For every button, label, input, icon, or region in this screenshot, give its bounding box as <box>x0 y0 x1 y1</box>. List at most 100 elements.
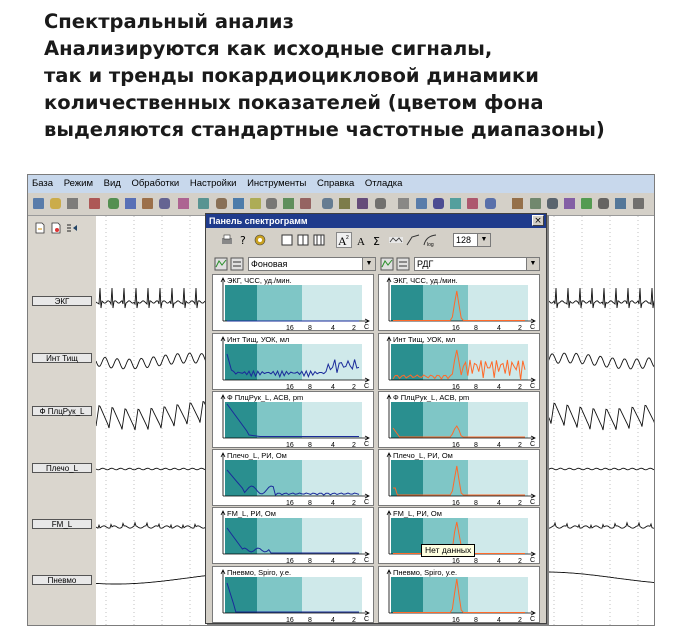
record-icon[interactable] <box>123 196 138 211</box>
spectrum-cell[interactable]: 16 8 4 2 С Ф ПлцРук_L, АСВ, pm <box>378 391 540 448</box>
brush-icon[interactable] <box>579 196 594 211</box>
spectrum-curve <box>393 578 525 613</box>
spectrum-label: ЭКГ, ЧСС, уд./мин. <box>227 276 292 285</box>
table-icon[interactable] <box>528 196 543 211</box>
channel-label-ecg[interactable]: ЭКГ <box>32 296 92 306</box>
preview-icon[interactable] <box>396 196 411 211</box>
menu-item-debug[interactable]: Отладка <box>364 178 403 189</box>
menu-item-help[interactable]: Справка <box>316 178 355 189</box>
svg-text:2: 2 <box>346 235 349 241</box>
left-norm-icon[interactable] <box>230 257 244 271</box>
channel-label-shoulder[interactable]: Плечо_L <box>32 463 92 473</box>
spectrum-cell[interactable]: 16 8 4 2 С Ф ПлцРук_L, АСВ, pm <box>212 391 374 448</box>
search-icon[interactable] <box>176 196 191 211</box>
scale-icon[interactable] <box>264 196 279 211</box>
more-icon[interactable] <box>631 196 646 211</box>
spectrum-label: FM_L, РИ, Ом <box>227 509 276 518</box>
spectrum-cell[interactable]: 16 8 4 2 С Инт Тищ, УОК, мл <box>378 333 540 390</box>
info-icon[interactable] <box>596 196 611 211</box>
cut-icon[interactable] <box>298 196 313 211</box>
spectrum-cell[interactable]: 16 8 4 2 С FM_L, РИ, Ом <box>212 507 374 564</box>
channels-list-icon[interactable] <box>66 222 78 234</box>
text-icon[interactable] <box>355 196 370 211</box>
frequency-band <box>391 344 423 380</box>
frequency-band <box>423 402 468 438</box>
linear-scale-icon[interactable] <box>406 233 420 247</box>
spectrum-cell[interactable]: 16 8 4 2 С Пневмо, Spiro, у.е. <box>378 566 540 623</box>
spectrum-cell[interactable]: 16 8 4 2 С Плечо_L, РИ, Ом <box>378 449 540 506</box>
new-icon[interactable] <box>31 196 46 211</box>
layout-single-icon[interactable] <box>280 233 294 247</box>
menu-item-mode[interactable]: Режим <box>63 178 93 189</box>
log-scale-icon[interactable]: log <box>423 233 437 247</box>
right-mode-icon[interactable] <box>380 257 394 271</box>
play-icon[interactable] <box>140 196 155 211</box>
layout-columns-icon[interactable] <box>296 233 310 247</box>
sum-icon[interactable]: Σ <box>371 233 385 247</box>
spectrum-cell[interactable]: 16 8 4 2 С ЭКГ, ЧСС, уд./мин. <box>212 274 374 331</box>
print-icon[interactable] <box>373 196 388 211</box>
bars-icon[interactable] <box>465 196 480 211</box>
norm-icon[interactable] <box>389 233 403 247</box>
fft-size-select[interactable]: 128 ▼ <box>453 233 491 247</box>
channel-label-pneumo[interactable]: Пневмо <box>32 575 92 585</box>
tick-label: 4 <box>331 442 335 448</box>
menu-item-base[interactable]: База <box>32 178 54 189</box>
select-icon[interactable] <box>281 196 296 211</box>
layout-split-icon[interactable] <box>312 233 326 247</box>
left-mode-icon[interactable] <box>214 257 228 271</box>
undo-icon[interactable] <box>320 196 335 211</box>
menu-item-tools[interactable]: Инструменты <box>247 178 307 189</box>
redo-icon[interactable] <box>337 196 352 211</box>
axis-unit: С <box>364 557 369 564</box>
save-file-icon[interactable] <box>50 222 62 234</box>
filter-icon[interactable] <box>196 196 211 211</box>
mark-icon[interactable] <box>214 196 229 211</box>
report-icon[interactable] <box>510 196 525 211</box>
spectrum-cell[interactable]: 16 8 4 2 С Плечо_L, РИ, Ом <box>212 449 374 506</box>
zoom-icon[interactable] <box>248 196 263 211</box>
help-icon[interactable]: ? <box>237 233 251 247</box>
menu-item-view[interactable]: Вид <box>103 178 121 189</box>
frequency-band <box>225 518 257 554</box>
channel-label-fm[interactable]: FM_L <box>32 519 92 529</box>
pencil-icon[interactable] <box>562 196 577 211</box>
spectrum-cell[interactable]: 16 8 4 2 С Пневмо, Spiro, у.е. <box>212 566 374 623</box>
axis-unit: С <box>530 557 535 564</box>
frequency-band <box>468 577 528 613</box>
note-icon[interactable] <box>545 196 560 211</box>
tick-label: 16 <box>286 384 294 390</box>
wave-icon[interactable] <box>448 196 463 211</box>
import-icon[interactable] <box>87 196 102 211</box>
open-file-icon[interactable] <box>34 222 46 234</box>
stop-icon[interactable] <box>157 196 172 211</box>
spectrum-icon[interactable] <box>483 196 498 211</box>
settings-icon[interactable] <box>253 233 267 247</box>
right-norm-icon[interactable] <box>396 257 410 271</box>
font-icon[interactable]: A <box>355 233 369 247</box>
menu-item-processing[interactable]: Обработки <box>131 178 180 189</box>
copy-icon[interactable] <box>65 196 80 211</box>
list-icon[interactable] <box>613 196 628 211</box>
help-icon[interactable] <box>431 196 446 211</box>
export-icon[interactable] <box>106 196 121 211</box>
left-mode-select[interactable]: Фоновая ▼ <box>248 257 376 271</box>
spectrum-cell[interactable]: 16 8 4 2 С Инт Тищ, УОК, мл <box>212 333 374 390</box>
frequency-band <box>423 344 468 380</box>
spectrum-label: Плечо_L, РИ, Ом <box>393 451 453 460</box>
spectrum-label: Пневмо, Spiro, у.е. <box>393 568 458 577</box>
cursor-icon[interactable] <box>231 196 246 211</box>
frequency-band <box>225 460 257 496</box>
page-icon[interactable] <box>414 196 429 211</box>
right-mode-select[interactable]: РДГ ▼ <box>414 257 540 271</box>
tick-label: 4 <box>331 500 335 506</box>
tick-label: 4 <box>331 617 335 623</box>
print-icon[interactable] <box>220 233 234 247</box>
open-icon[interactable] <box>48 196 63 211</box>
close-button[interactable]: × <box>532 215 544 226</box>
channel-label-ppg[interactable]: Ф ПлцРук_L <box>32 406 92 416</box>
spectrum-cell[interactable]: 16 8 4 2 С ЭКГ, ЧСС, уд./мин. <box>378 274 540 331</box>
channel-label-int[interactable]: Инт Тищ <box>32 353 92 363</box>
menu-item-settings[interactable]: Настройки <box>189 178 237 189</box>
